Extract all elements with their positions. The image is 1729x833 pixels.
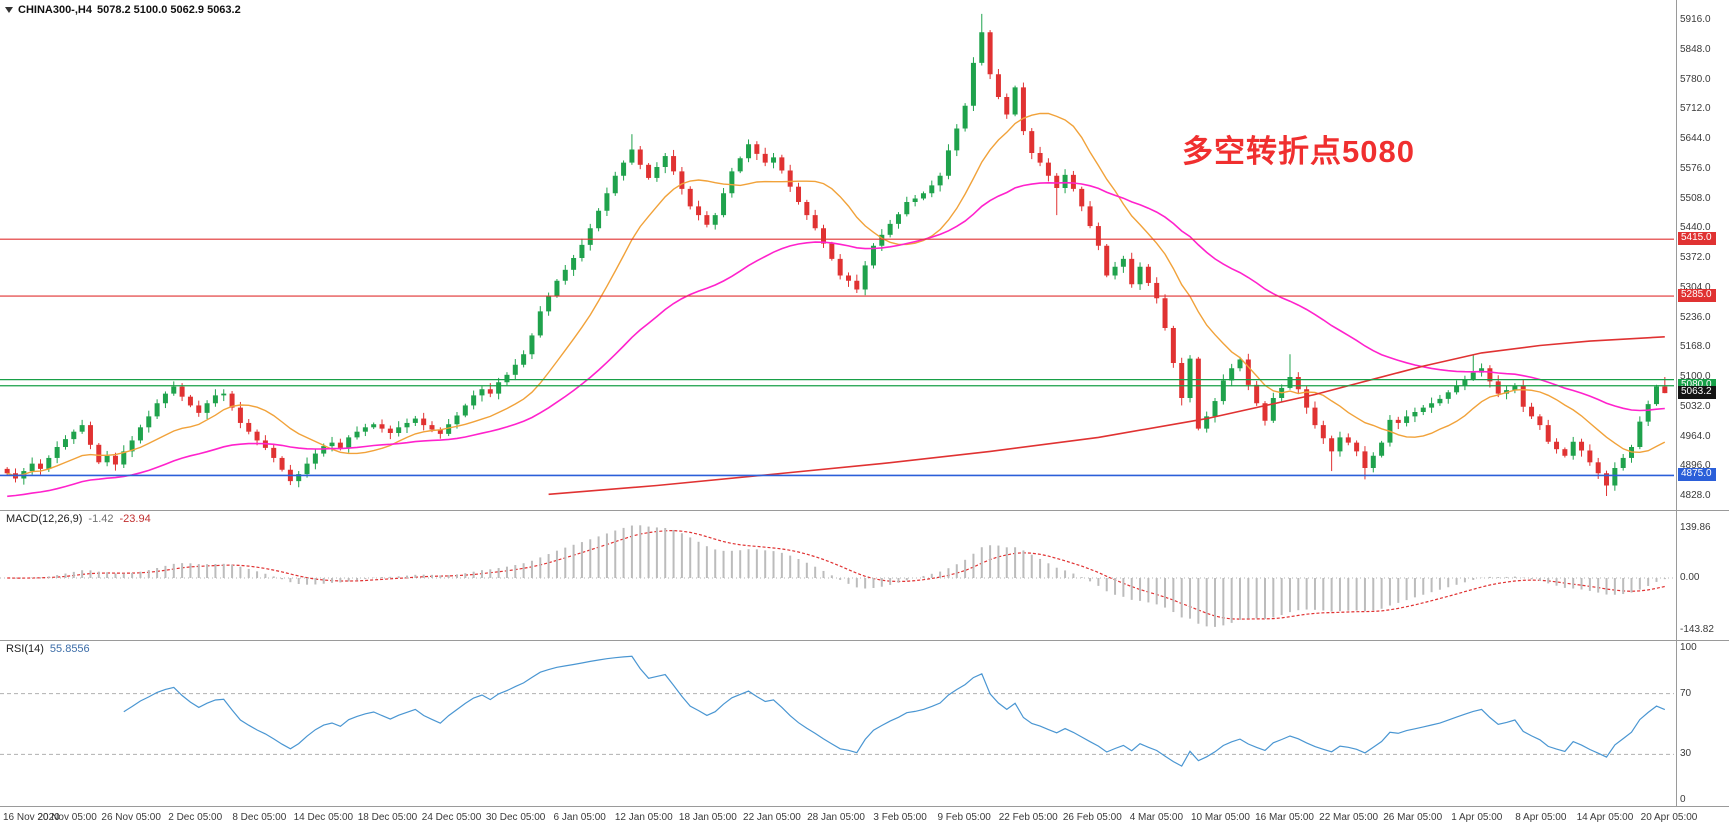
annotation-text: 多空转折点5080 (1182, 134, 1415, 169)
price-axis-label: 5304.0 (1680, 281, 1711, 293)
date-axis-label: 30 Dec 05:00 (485, 812, 546, 823)
date-axis-label: 18 Dec 05:00 (357, 812, 418, 823)
price-axis-label: 4828.0 (1680, 490, 1711, 501)
macd-value-main: -1.42 (88, 513, 114, 525)
price-badges: 5415.0 5285.0 5080.0 4875.0 5063.2 (1676, 0, 1729, 806)
candlestick-series (4, 13, 1668, 496)
date-axis-label: 8 Apr 05:00 (1515, 812, 1567, 823)
price-axis-label: 5780.0 (1680, 73, 1711, 85)
symbol-period-label: CHINA300-,H4 (18, 4, 92, 16)
date-axis-label: 14 Dec 05:00 (293, 812, 354, 823)
rsi-value: 55.8556 (49, 643, 90, 655)
level-price-badge: 4875.0 (1678, 468, 1716, 482)
macd-axis-label: 139.86 (1680, 521, 1711, 533)
rsi-line (123, 655, 1666, 767)
price-axis-label: 4964.0 (1680, 430, 1711, 442)
date-axis-label: 20 Apr 05:00 (1640, 812, 1698, 823)
date-axis-label: 26 Mar 05:00 (1383, 812, 1443, 823)
price-axis-label: 5100.0 (1680, 371, 1711, 382)
price-axis[interactable]: 5916.0 5848.0 5780.0 5712.0 5644.0 5576.0 5508… (1678, 0, 1729, 806)
date-axis-label: 9 Feb 05:00 (937, 812, 991, 823)
date-axis-label: 16 Nov 2020 (3, 812, 60, 823)
rsi-label: RSI(14) (6, 643, 44, 655)
date-axis-label: 8 Dec 05:00 (232, 812, 287, 823)
price-axis-label: 5372.0 (1680, 252, 1711, 263)
price-axis-label: 5576.0 (1680, 162, 1711, 174)
date-axis-label: 16 Mar 05:00 (1255, 812, 1314, 823)
macd-value-signal: -23.94 (119, 513, 151, 525)
price-axis-label: 5168.0 (1680, 341, 1711, 353)
current-price-badge: 5063.2 (1678, 386, 1716, 400)
date-axis-label: 3 Feb 05:00 (873, 812, 927, 823)
date-axis-label: 4 Mar 05:00 (1129, 812, 1184, 823)
date-axis-label: 2 Dec 05:00 (168, 812, 223, 823)
macd-axis-label: -143.82 (1680, 623, 1714, 635)
rsi-axis-label: 100 (1680, 642, 1697, 653)
date-axis-label: 22 Feb 05:00 (998, 812, 1058, 823)
date-axis-label: 12 Jan 05:00 (614, 812, 673, 823)
date-axis-label: 20 Nov 05:00 (37, 812, 97, 823)
pane-separators (0, 0, 1729, 807)
date-axis-label: 26 Nov 05:00 (101, 812, 161, 823)
ohlc-readout: 5078.2 5100.0 5062.9 5063.2 (96, 4, 241, 16)
chart-icon (5, 7, 13, 13)
date-axis-label: 22 Jan 05:00 (743, 812, 801, 823)
date-axis-label: 14 Apr 05:00 (1576, 812, 1634, 823)
macd-histogram (14, 525, 1666, 627)
price-axis-label: 5712.0 (1680, 103, 1711, 115)
level-price-badge: 5415.0 (1678, 232, 1716, 246)
date-axis-label: 18 Jan 05:00 (678, 812, 737, 823)
price-axis-label: 5848.0 (1680, 43, 1711, 55)
rsi-axis-label: 0 (1680, 794, 1686, 805)
date-axis-label: 26 Feb 05:00 (1062, 812, 1122, 823)
price-axis-label: 5032.0 (1680, 400, 1711, 412)
macd-label-row: MACD(12,26,9) -1.42 -23.94 (6, 513, 151, 525)
horizontal-levels (0, 238, 1674, 477)
date-axis-label: 24 Dec 05:00 (421, 812, 482, 823)
rsi-pane (0, 655, 1674, 767)
date-axis-label: 22 Mar 05:00 (1319, 812, 1379, 823)
date-axis-label: 28 Jan 05:00 (807, 812, 865, 823)
date-axis-label: 1 Apr 05:00 (1451, 812, 1503, 823)
price-axis-label: 5644.0 (1680, 133, 1711, 144)
macd-label: MACD(12,26,9) (6, 513, 83, 525)
ma-slow-line (548, 336, 1665, 496)
date-axis-label: 10 Mar 05:00 (1190, 812, 1250, 823)
price-axis-label: 5440.0 (1680, 222, 1711, 234)
macd-axis-label: 0.00 (1680, 572, 1700, 583)
ma-fast-line (6, 112, 1666, 477)
price-axis-label: 4896.0 (1680, 460, 1711, 472)
rsi-axis-label: 70 (1680, 687, 1692, 699)
macd-pane (0, 529, 1674, 620)
price-axis-label: 5508.0 (1680, 192, 1711, 204)
price-axis-label: 5236.0 (1680, 311, 1711, 323)
date-axis-label: 6 Jan 05:00 (553, 812, 606, 823)
rsi-label-row: RSI(14) 55.8556 (6, 643, 90, 655)
macd-signal-line (7, 529, 1665, 620)
level-price-badge: 5285.0 (1678, 289, 1716, 303)
ma-mid-line (7, 181, 1665, 498)
time-axis[interactable]: 16 Nov 2020 20 Nov 05:00 26 Nov 05:00 2 Dec… (0, 806, 1729, 833)
symbol-info-bar: CHINA300-,H4 5078.2 5100.0 5062.9 5063.2 (5, 4, 241, 16)
rsi-axis-label: 30 (1680, 748, 1692, 760)
price-axis-label: 5916.0 (1680, 14, 1711, 25)
